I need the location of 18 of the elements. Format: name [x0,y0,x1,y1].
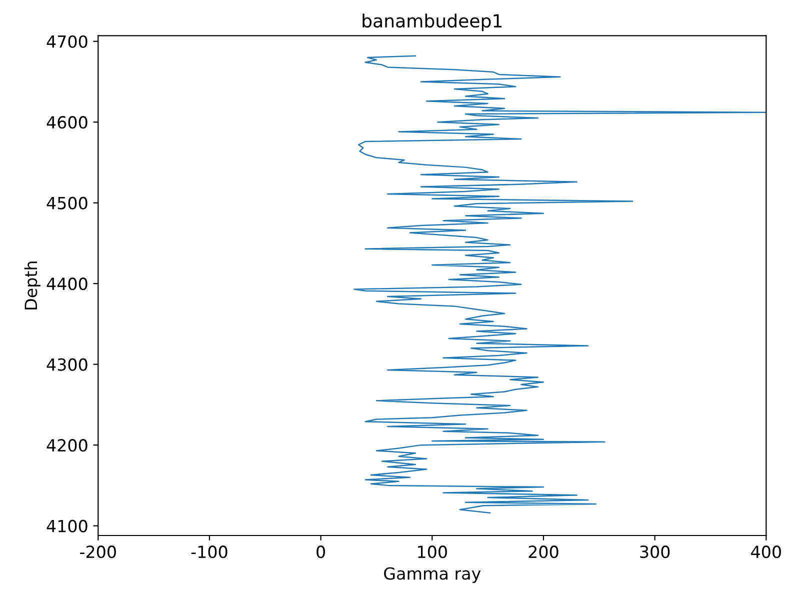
x-tick-label: -200 [80,546,116,558]
line-series [354,55,766,514]
x-axis-title: Gamma ray [384,567,481,584]
y-tick-label: 4600 [46,116,88,129]
y-tick-label: 4500 [46,196,88,210]
x-tick-label: 400 [751,546,781,558]
y-tick-label: 4400 [46,278,88,290]
chart-title: banambudeep1 [362,14,502,32]
y-tick-label: 4700 [46,35,88,48]
y-axis-title: Depth [24,262,40,310]
x-tick-label: 0 [316,546,325,558]
x-tick-label: 200 [528,546,558,558]
x-tick-label: 100 [418,546,447,558]
y-tick-label: 4100 [46,520,88,532]
x-tick-label: 300 [640,546,670,558]
x-tick-label: -100 [191,546,228,558]
y-tick-label: 4300 [46,358,88,371]
y-tick-label: 4200 [46,439,88,452]
